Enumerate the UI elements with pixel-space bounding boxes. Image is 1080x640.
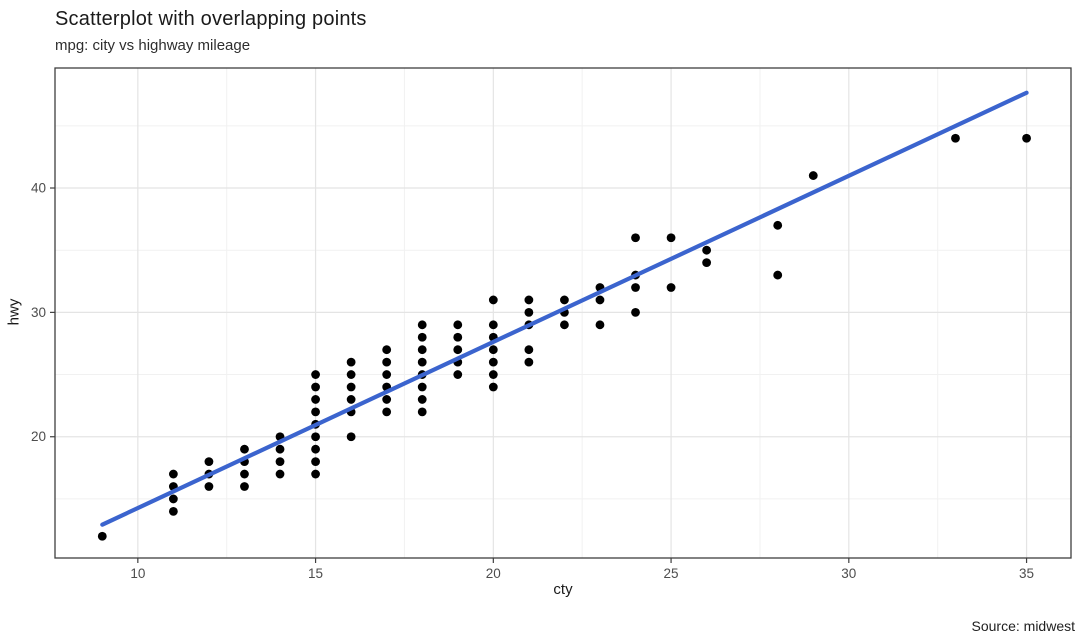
data-point: [168, 494, 178, 504]
data-point: [453, 332, 463, 342]
data-point: [453, 320, 463, 330]
data-point: [524, 307, 534, 317]
data-point: [488, 345, 498, 355]
data-point: [631, 283, 640, 292]
source-caption: Source: midwest: [971, 618, 1075, 634]
panel-border: [54, 67, 1072, 559]
x-axis-title-row: cty: [0, 581, 1080, 598]
y-axis-title: hwy: [5, 298, 23, 326]
data-point: [311, 469, 320, 479]
data-point: [488, 295, 498, 305]
data-point: [346, 382, 356, 392]
data-point: [417, 357, 427, 367]
data-point: [417, 407, 427, 417]
data-point: [631, 233, 640, 243]
data-point: [168, 469, 178, 479]
x-tick-label: 10: [130, 566, 145, 581]
data-point: [97, 531, 107, 541]
data-point: [488, 357, 498, 367]
data-point: [382, 395, 392, 404]
data-point: [488, 320, 498, 330]
data-point: [240, 482, 249, 491]
data-point: [951, 133, 960, 143]
data-point: [595, 295, 605, 305]
data-point: [808, 171, 818, 180]
data-point: [773, 220, 783, 230]
data-point: [346, 370, 356, 379]
data-point: [524, 345, 534, 355]
data-point: [382, 370, 392, 379]
data-point: [311, 407, 320, 417]
x-tick-label: 30: [841, 566, 856, 581]
data-point: [382, 345, 392, 355]
data-point: [382, 407, 392, 417]
data-point: [311, 382, 320, 392]
data-point: [702, 245, 712, 255]
data-point: [1022, 133, 1031, 143]
x-tick-label: 15: [308, 566, 323, 581]
data-point: [311, 395, 320, 404]
x-tick-label: 35: [1019, 566, 1034, 581]
data-point: [524, 295, 534, 305]
x-axis-title: cty: [553, 581, 573, 598]
data-point: [488, 382, 498, 392]
data-point: [773, 270, 783, 280]
data-point: [204, 457, 214, 467]
data-point: [346, 395, 356, 404]
data-point: [488, 370, 498, 379]
data-point: [560, 320, 569, 330]
data-point: [453, 345, 463, 355]
data-point: [275, 469, 285, 479]
data-point: [417, 382, 427, 392]
data-point: [417, 395, 427, 404]
x-tick-label: 20: [486, 566, 501, 581]
y-tick-label: 20: [31, 429, 46, 444]
data-point: [666, 233, 676, 243]
data-point: [595, 320, 605, 330]
data-point: [417, 345, 427, 355]
data-point: [168, 506, 178, 516]
data-point: [346, 432, 356, 442]
y-tick-label: 40: [31, 181, 46, 196]
data-point: [346, 357, 356, 367]
data-point: [453, 370, 463, 379]
data-point: [311, 457, 320, 467]
data-point: [560, 295, 569, 305]
plot-title: Scatterplot with overlapping points: [55, 8, 367, 30]
data-point: [311, 432, 320, 442]
x-tick-label: 25: [664, 566, 679, 581]
data-point: [702, 258, 712, 268]
plot-subtitle: mpg: city vs highway mileage: [55, 37, 251, 54]
data-point: [240, 444, 249, 454]
data-point: [666, 283, 676, 292]
data-point: [204, 482, 214, 491]
data-point: [417, 332, 427, 342]
data-point: [311, 444, 320, 454]
data-point: [240, 469, 249, 479]
data-point: [275, 457, 285, 467]
data-point: [631, 307, 640, 317]
data-point: [417, 320, 427, 330]
y-tick-label: 30: [31, 305, 46, 320]
data-point: [311, 370, 320, 379]
data-point: [524, 357, 534, 367]
data-point: [382, 357, 392, 367]
data-point: [275, 444, 285, 454]
trend-line: [100, 90, 1029, 527]
